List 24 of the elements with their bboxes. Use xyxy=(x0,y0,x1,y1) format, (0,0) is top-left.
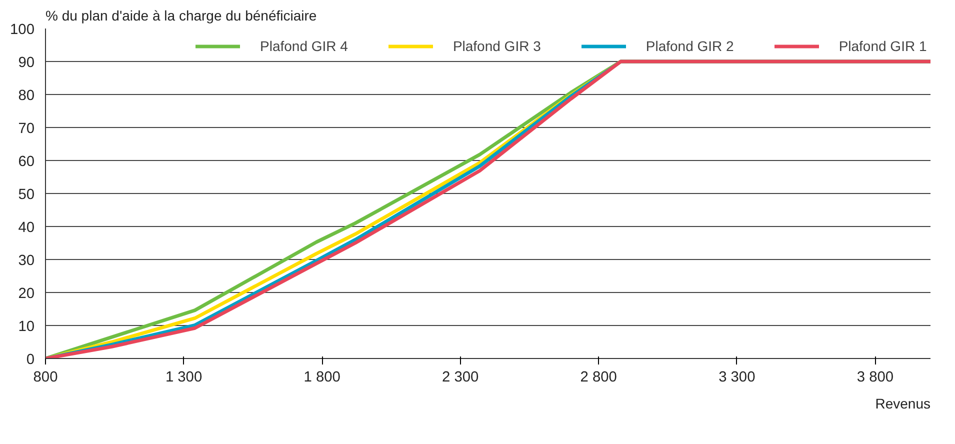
x-tick-label: 3 800 xyxy=(856,370,894,386)
y-tick-label: 90 xyxy=(18,55,35,71)
y-tick-label: 70 xyxy=(18,121,35,137)
y-tick-label: 50 xyxy=(18,187,35,203)
y-tick-label: 30 xyxy=(18,253,35,269)
y-tick-label: 100 xyxy=(10,22,35,38)
x-tick-label: 2 800 xyxy=(580,370,617,386)
y-tick-label: 40 xyxy=(18,220,35,236)
y-axis-title: % du plan d'aide à la charge du bénéficiaire xyxy=(46,8,317,24)
y-tick-label: 60 xyxy=(18,154,35,170)
x-tick-label: 800 xyxy=(33,370,58,386)
y-tick-label: 10 xyxy=(18,319,35,335)
x-tick-label: 1 300 xyxy=(165,370,202,386)
y-tick-label: 20 xyxy=(18,286,35,302)
x-tick-label: 1 800 xyxy=(304,370,340,386)
legend-label: Plafond GIR 1 xyxy=(838,38,927,54)
x-axis-title: Revenus xyxy=(875,396,931,412)
legend-label: Plafond GIR 3 xyxy=(452,38,541,54)
y-tick-label: 0 xyxy=(26,352,35,368)
legend-label: Plafond GIR 4 xyxy=(260,38,348,54)
legend-label: Plafond GIR 2 xyxy=(646,38,734,54)
y-tick-label: 80 xyxy=(18,88,35,104)
x-tick-label: 3 300 xyxy=(718,370,756,386)
x-tick-label: 2 300 xyxy=(442,370,479,386)
